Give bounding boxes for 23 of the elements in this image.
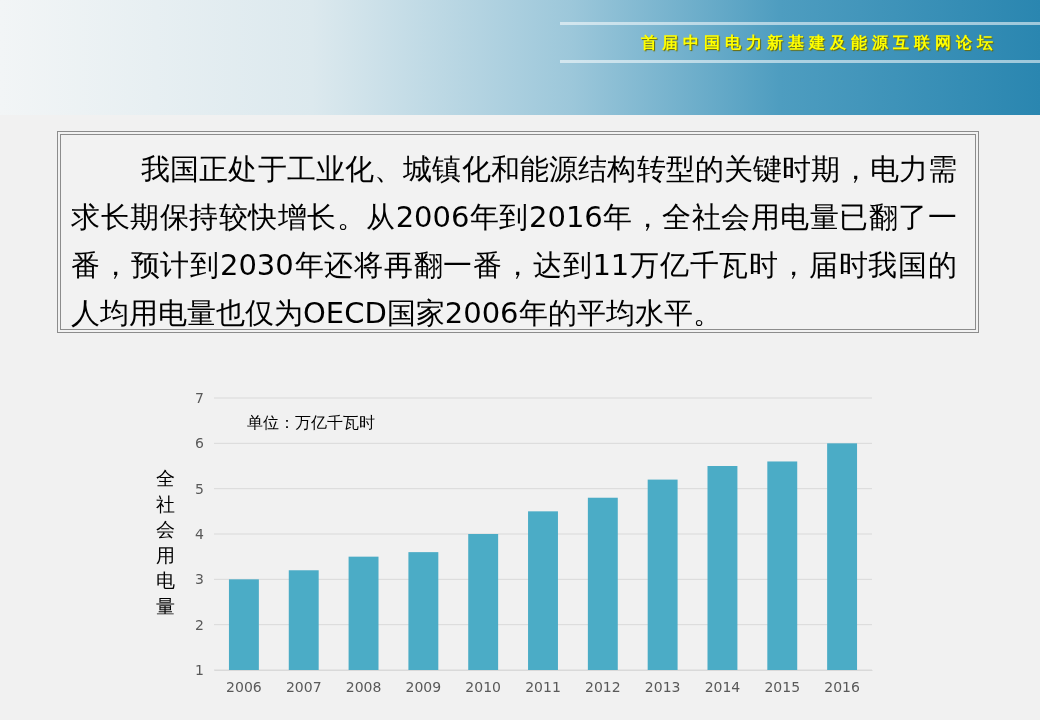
x-tick-label: 2012 [585,678,621,695]
header-banner: 首届中国电力新基建及能源互联网论坛 [0,0,1040,115]
y-tick-label: 4 [195,525,205,542]
x-tick-label: 2007 [285,678,322,695]
x-tick-label: 2011 [525,678,561,695]
x-tick-label: 2010 [465,678,501,695]
x-tick-label: 2016 [824,678,860,695]
y-tick-label: 1 [195,661,204,678]
x-tick-label: 2015 [764,678,801,695]
text-box: 我国正处于工业化、城镇化和能源结构转型的关键时期，电力需求长期保持较快增长。从2006年到2016年，全社会用电量已翻了一番，预计到2030年还将再翻一番，达到11万亿千瓦时，届时我国的人均用电量也仅为OECD国家2006年的平均水平。 [57,131,979,333]
chart-title: 首届中国电力新基建及能源互联网论坛 [641,33,998,54]
y-tick-label: 5 [195,480,204,497]
y-axis-title: 全社会用电量 [155,467,175,617]
y-tick-label: 7 [195,389,204,406]
x-tick-label: 2009 [405,678,442,695]
x-tick-label: 2013 [644,678,681,695]
y-tick-label: 3 [195,571,204,588]
x-tick-label: 2006 [226,678,262,695]
annotation: 单位：万亿千瓦时 [247,413,375,432]
y-tick-label: 2 [195,616,204,633]
x-tick-label: 2008 [345,678,382,695]
x-tick-label: 2014 [704,678,741,695]
y-tick-label: 6 [195,435,205,452]
